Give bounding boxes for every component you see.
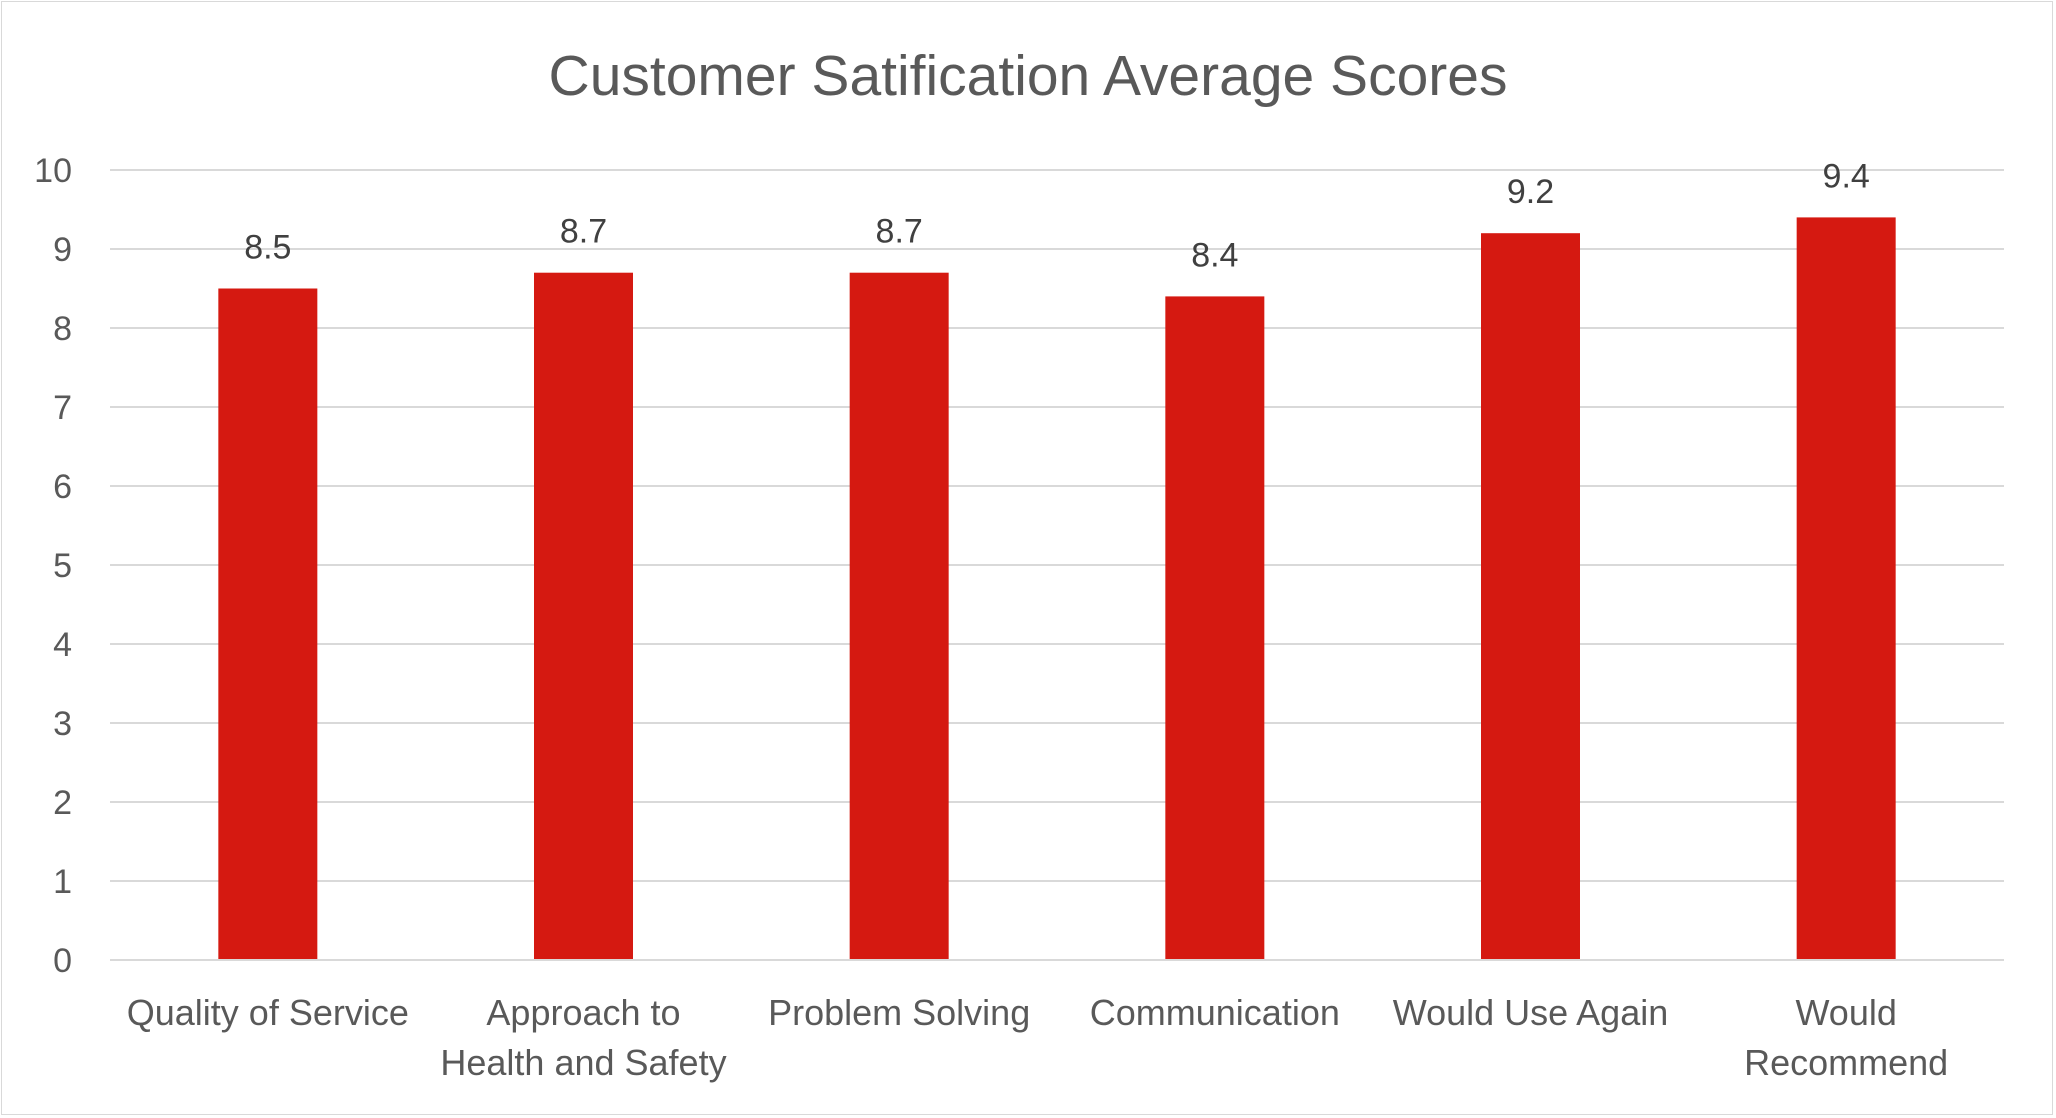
data-labels: 8.5 8.7 8.7 8.4 9.2 9.4 (244, 157, 1870, 274)
bar-2 (849, 272, 949, 960)
category-label-0-line-0: Quality of Service (127, 992, 409, 1033)
chart-title: Customer Satification Average Scores (549, 44, 1508, 108)
category-label-3-line-0: Communication (1090, 992, 1340, 1033)
category-label-3: Communication (1090, 992, 1340, 1033)
data-label-2: 8.7 (876, 213, 923, 251)
y-tick-label-1: 1 (53, 863, 72, 901)
bar-5 (1796, 217, 1896, 960)
bar-0 (218, 288, 318, 960)
category-label-0: Quality of Service (127, 992, 409, 1033)
y-tick-label-7: 7 (53, 389, 72, 427)
category-label-5-line-0: Would (1795, 992, 1896, 1033)
y-tick-label-5: 5 (53, 547, 72, 585)
y-tick-label-10: 10 (34, 152, 72, 190)
y-tick-label-8: 8 (53, 310, 72, 348)
x-axis-category-labels: Quality of Service Approach to Health and … (127, 992, 1948, 1083)
data-label-0: 8.5 (244, 229, 291, 267)
category-label-5-line-1: Recommend (1744, 1042, 1948, 1083)
category-label-4-line-0: Would Use Again (1393, 992, 1669, 1033)
data-label-1: 8.7 (560, 213, 607, 251)
category-label-1-line-1: Health and Safety (440, 1042, 726, 1083)
bars (218, 217, 1896, 960)
data-label-4: 9.2 (1507, 173, 1554, 211)
y-axis-tick-labels: 0 1 2 3 4 5 6 7 8 9 10 (34, 152, 72, 980)
y-tick-label-2: 2 (53, 784, 72, 822)
category-label-1-line-0: Approach to (486, 992, 680, 1033)
category-label-2: Problem Solving (768, 992, 1030, 1033)
bar-1 (534, 272, 633, 960)
y-tick-label-3: 3 (53, 705, 72, 743)
y-tick-label-4: 4 (53, 626, 72, 664)
bar-3 (1165, 296, 1265, 960)
data-label-3: 8.4 (1191, 236, 1238, 274)
y-tick-label-0: 0 (53, 942, 72, 980)
data-label-5: 9.4 (1823, 157, 1870, 195)
category-label-1: Approach to Health and Safety (440, 992, 726, 1083)
gridlines (110, 169, 2004, 882)
category-label-5: Would Recommend (1744, 992, 1948, 1083)
category-label-2-line-0: Problem Solving (768, 992, 1030, 1033)
bar-4 (1481, 233, 1580, 960)
category-label-4: Would Use Again (1393, 992, 1669, 1033)
y-tick-label-9: 9 (53, 231, 72, 269)
y-tick-label-6: 6 (53, 468, 72, 506)
